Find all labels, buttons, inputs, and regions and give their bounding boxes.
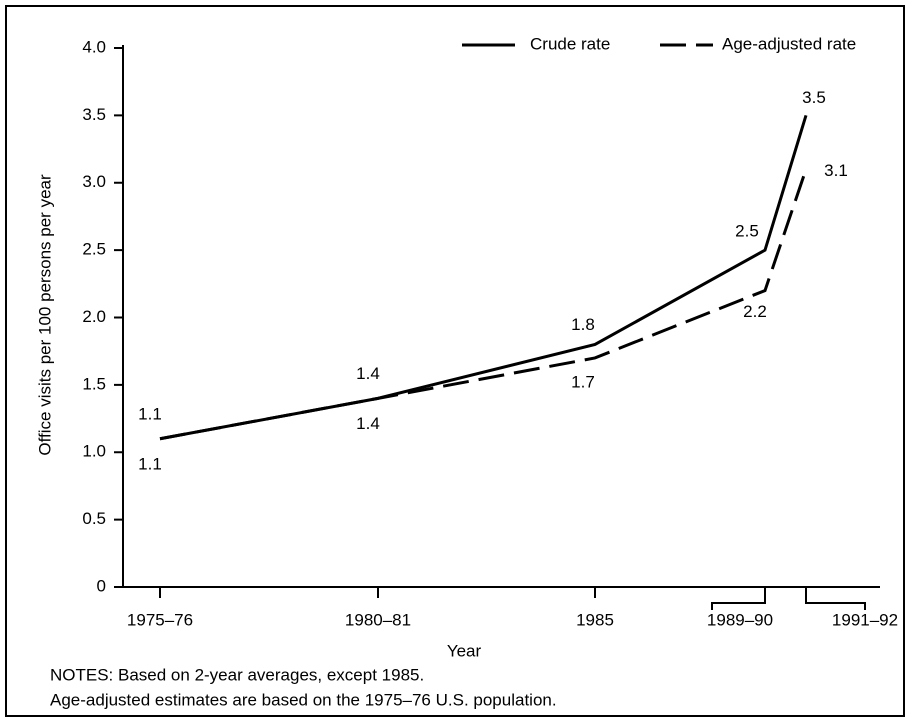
data-label: 1.1 [138,454,162,473]
y-tick-label: 2.5 [82,240,106,259]
frame [5,5,905,717]
x-axis-label: Year [447,641,482,660]
x-tick-label: 1989–90 [707,610,773,629]
y-tick-label: 3.0 [82,172,106,191]
y-tick-label: 0 [97,576,106,595]
x-tick-label: 1991–92 [832,610,898,629]
y-tick-label: 1.0 [82,442,106,461]
series-line [159,168,808,441]
note: NOTES: Based on 2-year averages, except … [50,665,424,684]
y-tick-label: 1.5 [82,374,106,393]
data-label: 1.4 [356,364,380,383]
series-line [159,114,808,441]
data-label: 1.7 [571,372,595,391]
data-label: 3.1 [824,161,848,180]
y-tick-label: 4.0 [82,37,106,56]
legend-label: Age-adjusted rate [722,34,856,53]
x-tick-label: 1985 [576,610,614,629]
y-tick-label: 3.5 [82,105,106,124]
x-bracket [711,587,866,610]
legend-label: Crude rate [530,34,610,53]
data-label: 3.5 [802,88,826,107]
x-tick-label: 1980–81 [345,610,411,629]
data-label: 1.8 [571,315,595,334]
y-tick-label: 2.0 [82,307,106,326]
y-axis-label: Office visits per 100 persons per year [35,174,54,456]
y-tick-label: 0.5 [82,509,106,528]
data-label: 1.1 [138,404,162,423]
x-tick-label: 1975–76 [127,610,193,629]
data-label: 2.2 [743,302,767,321]
note: Age-adjusted estimates are based on the … [50,690,557,709]
data-label: 1.4 [356,414,380,433]
data-label: 2.5 [735,222,759,241]
